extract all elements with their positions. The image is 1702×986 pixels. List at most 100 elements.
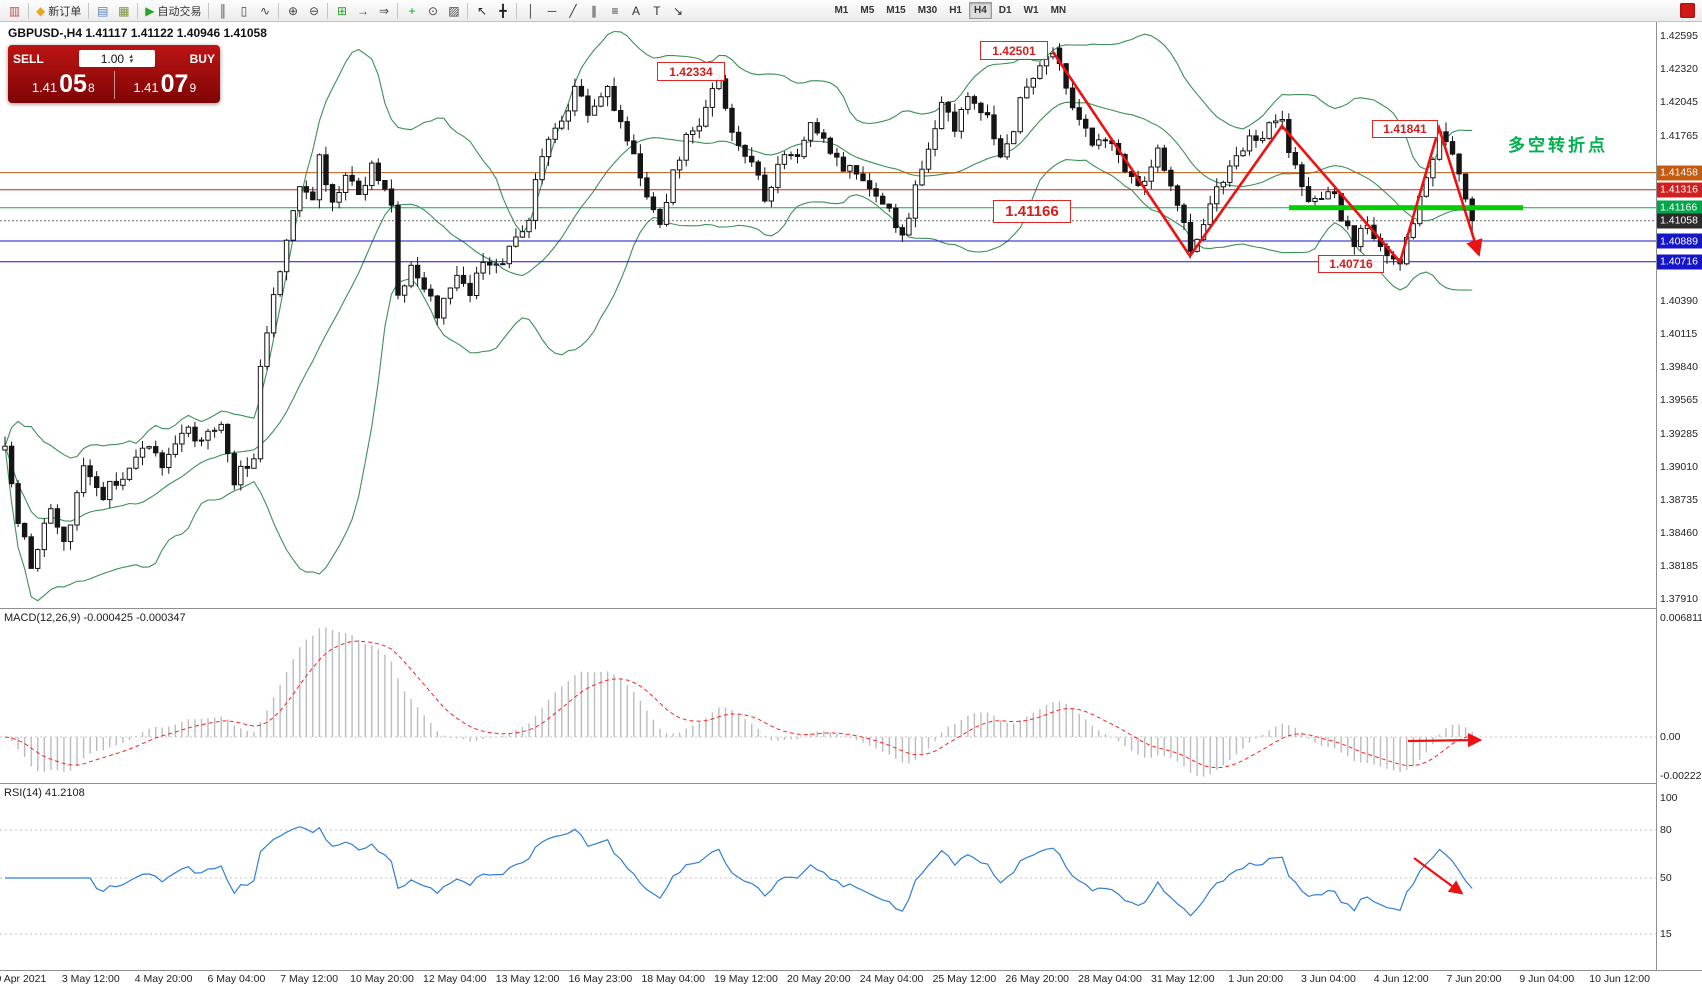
rsi-indicator: [0, 826, 1656, 935]
toolbar-separator: [467, 2, 469, 19]
timeframe-h4[interactable]: H4: [968, 2, 992, 19]
time-label: 7 Jun 20:00: [1446, 973, 1502, 985]
channel-icon[interactable]: ∥: [583, 1, 604, 20]
app-chart-icon[interactable]: ▥: [4, 1, 25, 20]
lot-size-input[interactable]: 1.00 ▴ ▾: [78, 50, 155, 67]
time-label: 25 May 12:00: [932, 973, 997, 985]
new-order-button[interactable]: ◆ 新订单: [32, 1, 85, 20]
rsi-axis-tick: 100: [1660, 792, 1678, 804]
price-tick: 1.38185: [1660, 559, 1698, 572]
lot-decrease-icon[interactable]: ▾: [129, 57, 133, 65]
price-axis[interactable]: 1.42595 1.42320 1.42045 1.41765 1.40390 1.401…: [1657, 22, 1702, 970]
indicators-icon[interactable]: +: [401, 1, 422, 20]
chart-ohlc-header: GBPUSD-,H4 1.41117 1.41122 1.40946 1.410…: [8, 26, 267, 40]
price-badge-1.41058: 1.41058: [1657, 213, 1702, 229]
tile-windows-icon[interactable]: ⊞: [331, 1, 352, 20]
lot-steppers[interactable]: ▴ ▾: [129, 52, 133, 65]
timeframe-m30[interactable]: M30: [917, 5, 938, 16]
horizontal-line-icon[interactable]: ─: [541, 1, 562, 20]
ask-price[interactable]: 1.41 07 9: [115, 72, 216, 97]
crosshair-icon[interactable]: ╋: [492, 1, 513, 20]
candlestick-chart-icon[interactable]: ▯: [233, 1, 254, 20]
bar-chart-icon: ║: [218, 3, 228, 18]
timeframe-m1[interactable]: M1: [834, 5, 849, 16]
price-annotation-1.42501[interactable]: 1.42501: [980, 41, 1048, 60]
profiles-icon[interactable]: ▦: [113, 1, 134, 20]
timeframe-m15[interactable]: M15: [886, 5, 906, 16]
price-badge-1.41458: 1.41458: [1657, 165, 1702, 181]
price-tick: 1.37910: [1660, 593, 1698, 605]
vertical-line-icon[interactable]: │: [520, 1, 541, 20]
ask-big-digits: 07: [160, 70, 189, 98]
bid-price[interactable]: 1.41 05 8: [13, 72, 114, 97]
time-axis[interactable]: 30 Apr 2021 3 May 12:00 4 May 20:00 6 May 0…: [0, 971, 1702, 986]
one-click-trading-widget: SELL 1.00 ▴ ▾ BUY 1.41 05 8 1.41 07 9: [8, 45, 220, 103]
toolbar-separator: [208, 2, 210, 19]
cursor-icon[interactable]: ↖: [471, 1, 492, 20]
time-label: 9 Jun 04:00: [1519, 973, 1575, 985]
chart-shift-icon[interactable]: ⇒: [373, 1, 394, 20]
autotrading-button-label: 自动交易: [157, 5, 202, 18]
timeframe-m5[interactable]: M5: [860, 5, 875, 16]
indicators-icon: +: [408, 3, 416, 18]
price-annotation-1.40716[interactable]: 1.40716: [1318, 255, 1384, 273]
price-annotation-1.42334[interactable]: 1.42334: [657, 62, 725, 81]
zoom-out-icon[interactable]: ⊖: [303, 1, 324, 20]
turning-point-note[interactable]: 多空转折点: [1508, 136, 1608, 155]
ask-pip-digit: 9: [189, 81, 197, 95]
price-divider: [113, 70, 115, 99]
macd-axis-tick: 0.006811: [1660, 612, 1702, 624]
label-icon[interactable]: T: [646, 1, 667, 20]
timeframe-h1[interactable]: H1: [949, 5, 962, 16]
price-tick: 1.38460: [1660, 526, 1698, 539]
trendline-icon[interactable]: ╱: [562, 1, 583, 20]
price-tick: 1.40115: [1660, 328, 1698, 341]
toolbar-separator: [397, 2, 399, 19]
sell-button[interactable]: SELL: [13, 51, 44, 66]
price-tick: 1.39840: [1660, 361, 1698, 374]
time-label: 4 May 20:00: [134, 973, 193, 985]
trend-arrows[interactable]: [1051, 51, 1483, 895]
toolbar: ▥ ◆ 新订单 ▤ ▦ ▶ 自动交易 ║ ▯ ∿ ⊕ ⊖ ⊞ → ⇒ + ⊙ ▨ ↖ ╋ │ ─ ╱ ∥ ≡ A T ↘ M1 M5 M15…: [0, 0, 1702, 22]
autotrading-button[interactable]: ▶ 自动交易: [141, 1, 205, 20]
price-tick: 1.39285: [1660, 427, 1698, 440]
zoom-out-icon: ⊖: [308, 3, 319, 18]
templates-icon: ▨: [448, 3, 460, 18]
price-annotation-1.41841[interactable]: 1.41841: [1372, 120, 1438, 138]
zoom-in-icon: ⊕: [287, 3, 298, 18]
time-label: 16 May 23:00: [568, 973, 633, 985]
lot-increase-icon[interactable]: ▴: [129, 52, 133, 60]
channel-icon: ∥: [590, 3, 597, 18]
periods-icon[interactable]: ⊙: [422, 1, 443, 20]
rsi-axis-tick: 80: [1660, 824, 1672, 836]
support-zone-bar[interactable]: [1289, 205, 1523, 211]
price-tick: 1.42045: [1660, 96, 1698, 109]
auto-scroll-icon[interactable]: →: [352, 1, 373, 20]
templates-icon[interactable]: ▨: [443, 1, 464, 20]
line-chart-icon[interactable]: ∿: [254, 1, 275, 20]
price-badge-1.41316: 1.41316: [1657, 182, 1702, 198]
notification-icon[interactable]: [1680, 3, 1695, 18]
vertical-line-icon: │: [527, 3, 535, 18]
time-label: 10 Jun 12:00: [1589, 973, 1650, 985]
text-icon[interactable]: A: [625, 1, 646, 20]
time-label: 24 May 04:00: [859, 973, 924, 985]
toolbar-separator: [137, 2, 139, 19]
arrows-icon[interactable]: ↘: [667, 1, 688, 20]
tile-windows-icon: ⊞: [336, 3, 347, 18]
timeframe-mn[interactable]: MN: [1050, 5, 1067, 16]
fibonacci-icon[interactable]: ≡: [604, 1, 625, 20]
charts-window-icon[interactable]: ▤: [92, 1, 113, 20]
time-label: 31 May 12:00: [1150, 973, 1215, 985]
price-annotation-1.41166[interactable]: 1.41166: [993, 200, 1071, 223]
timeframe-w1[interactable]: W1: [1023, 5, 1039, 16]
bar-chart-icon[interactable]: ║: [212, 1, 233, 20]
buy-button[interactable]: BUY: [189, 51, 215, 66]
zoom-in-icon[interactable]: ⊕: [282, 1, 303, 20]
price-tick: 1.42595: [1660, 30, 1698, 42]
label-icon: T: [653, 3, 661, 18]
timeframe-d1[interactable]: D1: [998, 5, 1012, 16]
